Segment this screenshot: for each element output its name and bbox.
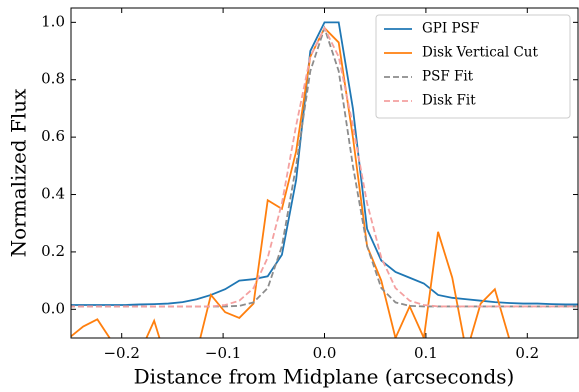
x-tick-label: −0.2 <box>103 344 139 362</box>
y-tick-label: 0.6 <box>41 127 65 145</box>
legend-label: PSF Fit <box>422 69 474 85</box>
legend-label: Disk Fit <box>422 93 476 109</box>
y-tick-label: 1.0 <box>41 12 65 30</box>
series-line <box>71 26 578 308</box>
legend-label: Disk Vertical Cut <box>422 45 538 61</box>
y-tick-label: 0.0 <box>41 299 65 317</box>
x-tick-label: 0.2 <box>515 344 539 362</box>
x-tick-label: 0.0 <box>313 344 337 362</box>
y-tick-label: 0.2 <box>41 242 65 260</box>
y-axis-label: Normalized Flux <box>7 88 31 257</box>
series-line <box>71 21 578 306</box>
y-tick-label: 0.4 <box>41 185 65 203</box>
x-tick-label: −0.1 <box>205 344 241 362</box>
x-tick-label: 0.1 <box>414 344 438 362</box>
x-axis-label: Distance from Midplane (arcseconds) <box>134 365 515 389</box>
y-tick-label: 0.8 <box>41 70 65 88</box>
legend-box <box>375 14 571 119</box>
legend-label: GPI PSF <box>422 21 479 37</box>
